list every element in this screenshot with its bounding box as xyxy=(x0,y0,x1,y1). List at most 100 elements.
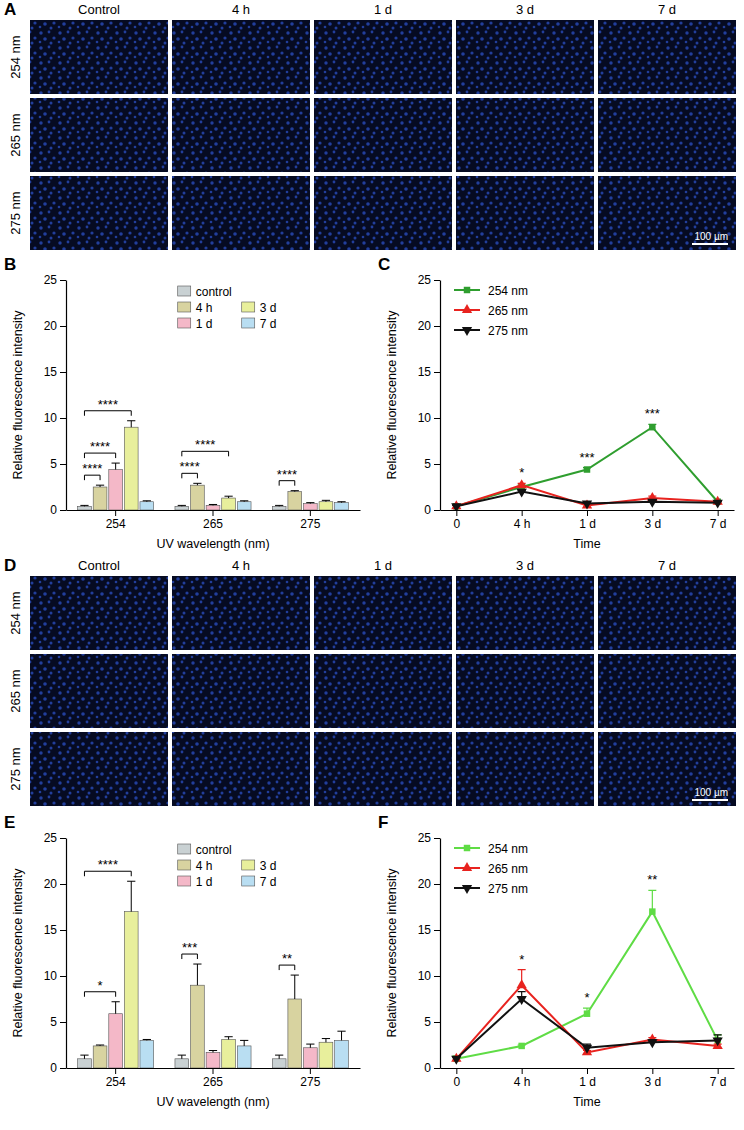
y-tick: 15 xyxy=(44,365,66,379)
tick-mark xyxy=(60,838,66,839)
x-tick: 254 xyxy=(106,1068,126,1089)
tick-label: 7 d xyxy=(710,1075,727,1089)
x-tick: 275 xyxy=(300,510,320,531)
tick-label: 15 xyxy=(418,923,432,937)
bar xyxy=(109,1014,123,1068)
y-tick: 15 xyxy=(418,923,440,937)
tick-label: 20 xyxy=(44,877,58,891)
legend-item: 7 d xyxy=(242,875,277,889)
series-line xyxy=(456,985,717,1059)
micrograph xyxy=(314,20,452,94)
micrograph xyxy=(314,732,452,806)
y-tick: 20 xyxy=(418,877,440,891)
tick-label: 275 xyxy=(300,517,320,531)
y-tick: 15 xyxy=(44,923,66,937)
significance-label: **** xyxy=(98,857,118,872)
column-header: 3 d xyxy=(516,558,534,573)
axis-line xyxy=(66,839,67,1069)
error-bar xyxy=(275,1055,283,1059)
tick-mark xyxy=(522,510,523,516)
micrograph xyxy=(30,732,168,806)
legend-label: 3 d xyxy=(260,859,277,873)
error-bar xyxy=(127,881,135,911)
significance-label: **** xyxy=(82,461,102,476)
legend-label: 254 nm xyxy=(488,842,528,856)
y-tick: 0 xyxy=(424,503,440,517)
row-label: 265 nm xyxy=(8,669,23,712)
y-tick: 20 xyxy=(44,877,66,891)
bar xyxy=(319,1042,333,1068)
tick-mark xyxy=(60,280,66,281)
micrograph xyxy=(456,98,594,172)
significance-label: ** xyxy=(282,951,292,966)
tick-label: 20 xyxy=(418,319,432,333)
tick-label: 10 xyxy=(44,969,58,983)
legend-marker xyxy=(464,845,470,851)
legend-marker xyxy=(464,287,470,293)
error-bar xyxy=(178,505,186,507)
column-header: 1 d xyxy=(374,2,392,17)
panel-label: F xyxy=(378,813,388,832)
tick-label: 25 xyxy=(418,831,432,845)
error-bar xyxy=(209,1051,217,1053)
tick-label: 0 xyxy=(424,503,431,517)
legend-marker xyxy=(462,862,472,871)
marker xyxy=(647,499,657,508)
bar xyxy=(206,1052,220,1068)
scale-bar-label: 100 µm xyxy=(694,787,728,798)
error-bar xyxy=(322,500,330,501)
y-tick: 10 xyxy=(418,411,440,425)
tick-mark xyxy=(434,418,440,419)
legend-item: 265 nm xyxy=(454,304,528,318)
marks xyxy=(451,424,723,510)
panel-label: A xyxy=(4,0,16,19)
legend-label: 265 nm xyxy=(488,862,528,876)
legend-label: 4 h xyxy=(196,301,213,315)
plot: 0510152025Relative fluorescence intensit… xyxy=(11,831,361,1109)
micrograph xyxy=(30,20,168,94)
tick-mark xyxy=(213,510,214,516)
micrograph xyxy=(598,732,736,806)
tick-label: 4 h xyxy=(514,517,531,531)
significance-label: * xyxy=(519,952,524,967)
legend-item: 275 nm xyxy=(454,324,528,338)
legend-item: 254 nm xyxy=(454,284,528,298)
bar xyxy=(272,506,286,510)
marker xyxy=(584,1010,590,1016)
marks xyxy=(451,890,723,1064)
tick-mark xyxy=(60,464,66,465)
legend-swatch xyxy=(178,844,191,854)
bar xyxy=(175,506,189,510)
marker xyxy=(582,501,592,510)
tick-mark xyxy=(213,1068,214,1074)
bar xyxy=(303,1048,317,1068)
x-tick: 275 xyxy=(300,1068,320,1089)
legend-swatch xyxy=(242,318,255,328)
image-panel: AControl4 h1 d3 d7 d254 nm265 nm275 nm10… xyxy=(4,0,736,250)
marker xyxy=(584,466,590,472)
x-axis-title: UV wavelength (nm) xyxy=(156,537,269,551)
tick-mark xyxy=(652,510,653,516)
legend-marker xyxy=(462,885,472,894)
y-axis-title: Relative fluorescence intensity xyxy=(385,310,399,480)
row-label: 254 nm xyxy=(8,35,23,78)
x-tick: 1 d xyxy=(579,1068,596,1089)
tick-mark xyxy=(587,1068,588,1074)
figure: AControl4 h1 d3 d7 d254 nm265 nm275 nm10… xyxy=(0,0,744,1130)
significance-label: **** xyxy=(179,459,199,474)
legend-item: 1 d xyxy=(178,317,213,331)
tick-label: 1 d xyxy=(579,1075,596,1089)
x-axis: 254265275 xyxy=(67,1068,361,1089)
legend: 254 nm 265 nm 275 nm xyxy=(454,284,528,338)
marker xyxy=(713,1037,723,1046)
legend-swatch xyxy=(242,860,255,870)
micrograph xyxy=(172,98,310,172)
row-label: 275 nm xyxy=(8,191,23,234)
tick-mark xyxy=(60,418,66,419)
tick-mark xyxy=(310,1068,311,1074)
tick-label: 25 xyxy=(418,273,432,287)
micrograph xyxy=(30,98,168,172)
legend-swatch xyxy=(178,318,191,328)
tick-mark xyxy=(522,1068,523,1074)
x-tick: 265 xyxy=(203,510,223,531)
